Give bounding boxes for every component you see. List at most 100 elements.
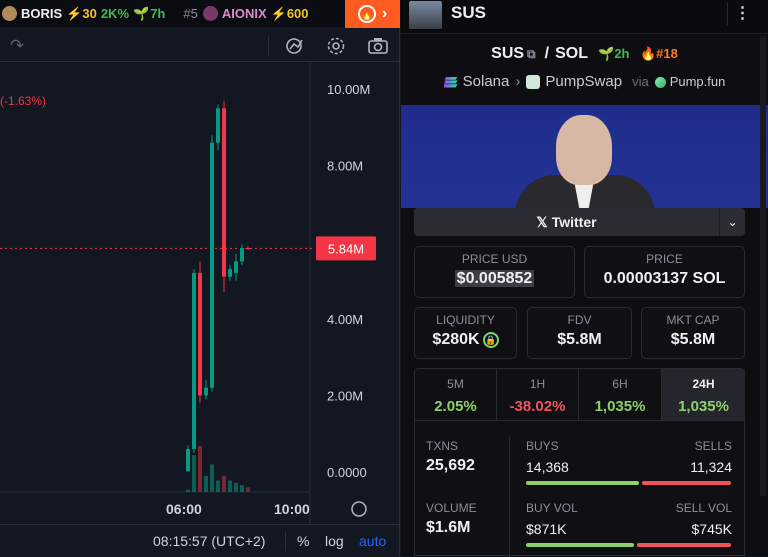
chart-toolbar: ↷ xyxy=(0,28,400,62)
twitter-label: Twitter xyxy=(551,214,597,230)
y-tick-label: 2.00M xyxy=(327,388,363,403)
price-chart[interactable]: ↷ (-1.63%) 10.00M 8.00M 4.00M 2.00M 0.0000 06… xyxy=(0,28,400,556)
candle-body xyxy=(246,248,250,250)
y-tick-label: 10.00M xyxy=(327,82,370,97)
fdv-box: FDV $5.8M xyxy=(527,307,632,359)
sells-bar xyxy=(642,481,731,485)
percent-scale-button[interactable]: % xyxy=(297,533,310,549)
buyvol-bar xyxy=(526,543,634,547)
y-tick-label: 4.00M xyxy=(327,312,363,327)
portrait-head xyxy=(556,115,612,185)
lock-icon[interactable]: 🔒 xyxy=(482,331,499,348)
volume-bar xyxy=(192,455,196,492)
chart-clock: 08:15:57 (UTC+2) xyxy=(153,533,266,549)
buyvol-label: BUY VOL xyxy=(526,501,578,515)
buyvol-value: $871K xyxy=(526,521,567,537)
price-usd-box: PRICE USD $0.005852 xyxy=(414,246,575,298)
copy-icon[interactable]: ⧉ xyxy=(527,47,536,61)
pumpfun-icon xyxy=(654,76,666,88)
camera-icon[interactable] xyxy=(367,36,389,56)
gear-icon[interactable] xyxy=(325,36,347,56)
tab-5m[interactable]: 5M 2.05% xyxy=(415,369,497,421)
fdv-label: FDV xyxy=(567,313,592,327)
panel-header: SUS ⋮ xyxy=(401,0,768,34)
twitter-button[interactable]: 𝕏 Twitter xyxy=(414,208,719,236)
chart-bottom-bar: 08:15:57 (UTC+2) % log auto xyxy=(0,524,400,556)
sellvol-bar xyxy=(637,543,731,547)
tab-change: 2.05% xyxy=(434,398,477,415)
token-banner-image xyxy=(401,105,768,208)
tab-change: 1,035% xyxy=(678,398,729,415)
ticker-change: 2K% xyxy=(100,6,130,21)
chart-canvas[interactable]: 10.00M 8.00M 4.00M 2.00M 0.0000 06:00 10:00 5.8… xyxy=(0,62,400,524)
txns-value: 25,692 xyxy=(426,457,475,474)
ticker-token-name[interactable]: BORIS xyxy=(21,6,63,21)
token-info-panel: SUS ⋮ SUS ⧉ / SOL 🌱2h 🔥#18 Solana › PumpSwap v… xyxy=(401,0,768,557)
token-avatar xyxy=(202,6,218,21)
chevron-right-icon: › xyxy=(381,5,388,22)
candle-body xyxy=(210,142,214,388)
liquidity-box: LIQUIDITY $280K 🔒 xyxy=(414,307,517,359)
trending-rank: #18 xyxy=(656,46,678,61)
candle-body xyxy=(222,108,226,277)
launchpad-name[interactable]: Pump.fun xyxy=(669,74,726,89)
tab-change: -38.02% xyxy=(509,398,566,415)
tab-24h[interactable]: 24H 1,035% xyxy=(662,369,745,421)
price-usd-wrap: $0.005852 xyxy=(415,270,574,288)
buys-bar xyxy=(526,481,639,485)
x-tick-label: 06:00 xyxy=(166,501,202,517)
bolt-icon: ⚡ xyxy=(270,5,287,21)
redo-icon[interactable]: ↷ xyxy=(9,36,25,55)
pumpswap-icon xyxy=(526,75,541,90)
volume-bar xyxy=(210,464,214,492)
log-scale-button[interactable]: log xyxy=(325,533,344,549)
chain-breadcrumb: Solana › PumpSwap via Pump.fun xyxy=(401,73,768,90)
current-price-label: 5.84M xyxy=(328,241,364,256)
fdv-value: $5.8M xyxy=(557,331,602,348)
volume-bar xyxy=(234,482,238,492)
x-logo-icon: 𝕏 xyxy=(536,214,548,230)
chevron-down-icon[interactable]: ⌄ xyxy=(719,208,745,236)
scrollbar[interactable] xyxy=(760,36,766,496)
candle-body xyxy=(234,261,238,273)
divider xyxy=(268,36,269,56)
ticker-rank: #5 xyxy=(183,6,198,21)
tab-1h[interactable]: 1H -38.02% xyxy=(497,369,579,421)
candle-body xyxy=(192,272,196,450)
sprout-icon: 🌱 xyxy=(133,5,150,21)
tab-label: 6H xyxy=(612,377,628,391)
sellvol-label: SELL VOL xyxy=(675,501,732,515)
volume-bar xyxy=(198,446,202,492)
bolt-icon: ⚡ xyxy=(66,5,83,21)
candle-body xyxy=(240,248,244,262)
ticker-token-name[interactable]: AIONIX xyxy=(221,6,267,21)
tab-6h[interactable]: 6H 1,035% xyxy=(579,369,662,421)
indicator-icon[interactable] xyxy=(284,36,306,56)
volume-bar xyxy=(246,487,250,492)
dex-name[interactable]: PumpSwap xyxy=(545,73,623,90)
via-label: via xyxy=(632,74,649,89)
token-avatar xyxy=(409,1,442,29)
more-menu-icon[interactable]: ⋮ xyxy=(727,3,757,25)
price-native-value: 0.00003137 SOL xyxy=(603,270,726,287)
ticker-boost: 600 xyxy=(286,6,309,21)
sells-value: 11,324 xyxy=(690,459,732,475)
candle-body xyxy=(186,449,190,472)
pair-quote: SOL xyxy=(555,45,588,62)
candle-body xyxy=(198,272,202,396)
buys-value: 14,368 xyxy=(526,459,569,475)
y-tick-label: 8.00M xyxy=(327,159,363,174)
price-native-box: PRICE 0.00003137 SOL xyxy=(584,246,745,298)
auto-scale-button[interactable]: auto xyxy=(359,533,387,549)
txns-label: TXNS xyxy=(426,439,459,453)
trending-ticker: BORIS ⚡ 30 2K% 🌱 7h #5 AIONIX ⚡ 600 xyxy=(0,0,400,27)
ticker-age: 7h xyxy=(150,6,166,21)
sellvol-value: $745K xyxy=(691,521,732,537)
solana-icon xyxy=(443,76,458,88)
price-usd-value: $0.005852 xyxy=(454,270,535,287)
trending-button[interactable]: 🔥 › xyxy=(345,0,400,28)
pair-age: 2h xyxy=(614,46,630,61)
chain-name[interactable]: Solana xyxy=(462,73,510,90)
volume-bar xyxy=(186,489,190,492)
volume-bar xyxy=(240,485,244,492)
